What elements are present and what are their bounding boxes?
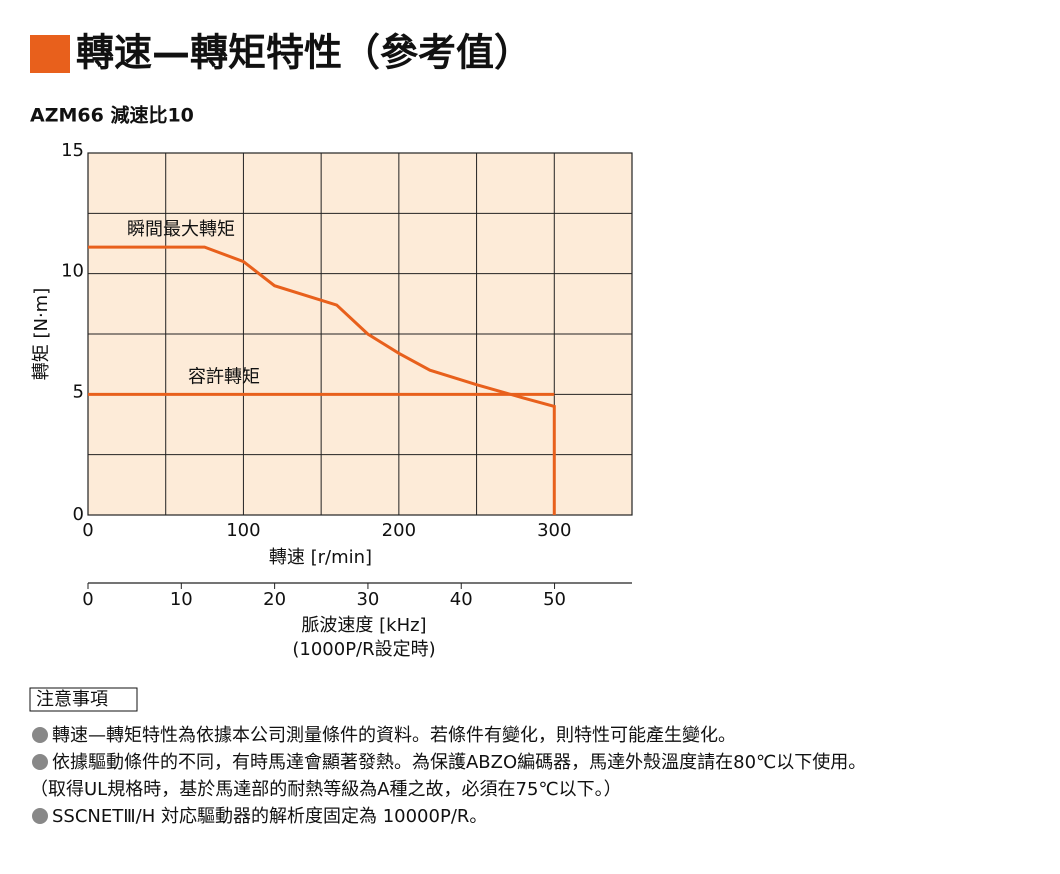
note: SSCNETⅢ/H 対応驅動器的解析度固定為 10000P/R。 (52, 806, 487, 827)
x2-tick-label: 0 (82, 589, 93, 610)
x-tick-label: 0 (82, 520, 93, 541)
series-label: 瞬間最大轉矩 (127, 219, 235, 240)
notes-heading-box (29, 687, 138, 712)
note: 依據驅動條件的不同，有時馬達會顯著發熱。為保護ABZO編碼器，馬達外殼溫度請在8… (52, 752, 866, 773)
y-tick-label: 15 (61, 140, 84, 161)
x2-tick-label: 40 (450, 589, 473, 610)
x2-tick-label: 10 (170, 589, 193, 610)
note: 轉速—轉矩特性為依據本公司測量條件的資料。若條件有變化，則特性可能產生變化。 (52, 725, 736, 746)
x2-tick-label: 30 (356, 589, 379, 610)
chart-subtitle: AZM66 減速比10 (30, 104, 194, 127)
x-tick-label: 300 (537, 520, 571, 541)
x2-axis-note: (1000P/R設定時) (292, 639, 435, 660)
y-tick-label: 10 (61, 261, 84, 282)
bullet (32, 754, 48, 770)
x-tick-label: 200 (382, 520, 416, 541)
y-tick-label: 0 (73, 504, 84, 525)
x-tick-label: 100 (226, 520, 260, 541)
x-axis-label: 轉速 [r/min] (269, 547, 372, 568)
bullet (32, 808, 48, 824)
series-line (88, 245, 556, 515)
series-label: 容許轉矩 (188, 366, 260, 387)
bullet (32, 727, 48, 743)
y-axis-label: 轉矩 [N·m] (31, 288, 52, 381)
y-tick-label: 5 (73, 381, 84, 402)
notes-heading: 注意事項 (36, 689, 108, 710)
x2-tick-label: 50 (543, 589, 566, 610)
x2-tick-label: 20 (263, 589, 286, 610)
note: （取得UL規格時，基於馬達部的耐熱等級為A種之故，必須在75℃以下。） (30, 779, 622, 800)
x2-axis-label: 脈波速度 [kHz] (301, 615, 426, 636)
page-title: 轉速—轉矩特性（參考值） (76, 31, 532, 75)
title-square (30, 35, 70, 73)
